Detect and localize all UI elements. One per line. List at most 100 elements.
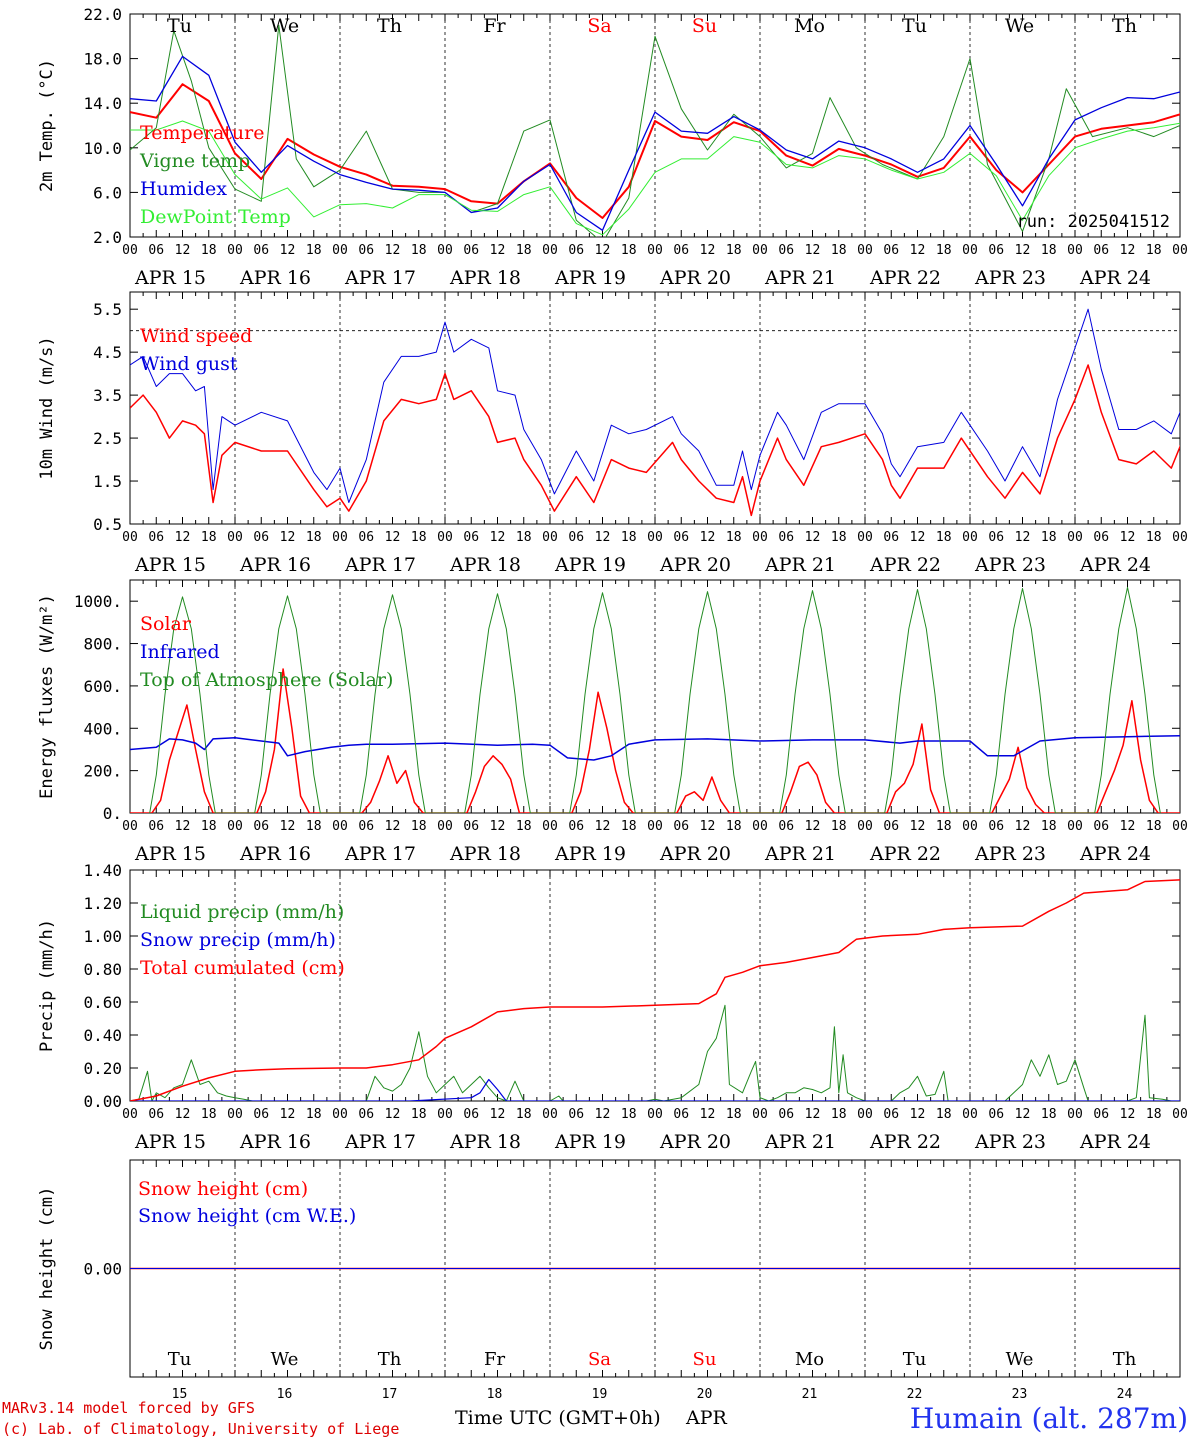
hour-tick-label: 18 — [726, 243, 742, 258]
hour-tick-label: 12 — [385, 1107, 401, 1122]
station-label: Humain (alt. 287m) — [910, 1402, 1188, 1435]
hour-tick-label: 18 — [936, 819, 952, 834]
hour-tick-label: 12 — [385, 243, 401, 258]
series-group — [130, 24, 1180, 237]
hour-tick-label: 18 — [411, 243, 427, 258]
hour-tick-label: 18 — [1041, 1107, 1057, 1122]
hour-tick-label: 00 — [752, 819, 768, 834]
hour-tick-label: 12 — [490, 819, 506, 834]
hour-tick-label: 06 — [253, 530, 269, 545]
date-label: APR 18 — [449, 554, 521, 576]
hour-tick-label: 18 — [831, 530, 847, 545]
hour-tick-label: 12 — [595, 243, 611, 258]
hour-tick-label: 12 — [805, 243, 821, 258]
y-tick-label: 0.20 — [83, 1059, 122, 1078]
day-name-label: We — [270, 15, 299, 37]
hour-tick-label: 00 — [542, 243, 558, 258]
hour-tick-label: 06 — [673, 819, 689, 834]
hour-tick-label: 12 — [910, 1107, 926, 1122]
hour-tick-label: 00 — [1172, 243, 1188, 258]
hour-tick-label: 06 — [988, 1107, 1004, 1122]
date-label: APR 19 — [554, 843, 626, 865]
legend-entry: DewPoint Temp — [140, 206, 291, 228]
hour-tick-label: 06 — [568, 819, 584, 834]
date-label: APR 24 — [1079, 1131, 1151, 1153]
series-group — [130, 308, 1180, 517]
series-line-top-of-atmosphere-solar — [149, 586, 1161, 813]
y-tick-label: 1000. — [74, 592, 122, 611]
hour-tick-label: 00 — [437, 1107, 453, 1122]
series-group — [130, 586, 1180, 813]
day-number-label: 18 — [487, 1387, 503, 1402]
hour-tick-label: 18 — [516, 530, 532, 545]
date-label: APR 16 — [239, 267, 311, 289]
day-name-label: Th — [377, 15, 402, 37]
y-tick-label: 5.5 — [93, 300, 122, 319]
legend-entry: Snow height (cm) — [138, 1178, 308, 1200]
hour-tick-label: 06 — [883, 530, 899, 545]
day-name-label: Sa — [587, 15, 611, 37]
y-tick-label: 0.40 — [83, 1026, 122, 1045]
day-number-label: 15 — [172, 1387, 188, 1402]
hour-tick-label: 18 — [831, 1107, 847, 1122]
date-label: APR 24 — [1079, 843, 1151, 865]
y-tick-label: 1.20 — [83, 894, 122, 913]
hour-tick-label: 18 — [1146, 819, 1162, 834]
hour-tick-label: 00 — [122, 530, 138, 545]
date-label: APR 22 — [869, 554, 941, 576]
hour-tick-label: 06 — [463, 243, 479, 258]
day-number-label: 21 — [802, 1387, 818, 1402]
date-label: APR 20 — [659, 843, 731, 865]
hour-tick-label: 00 — [122, 819, 138, 834]
hour-tick-label: 12 — [280, 243, 296, 258]
date-label: APR 16 — [239, 554, 311, 576]
hour-tick-label: 00 — [542, 1107, 558, 1122]
hour-tick-label: 18 — [306, 819, 322, 834]
hour-tick-label: 00 — [647, 1107, 663, 1122]
legend-entry: Vigne temp — [139, 150, 250, 172]
y-tick-label: 10.0 — [83, 139, 122, 158]
hour-tick-label: 06 — [253, 243, 269, 258]
hour-tick-label: 12 — [175, 243, 191, 258]
day-name-label: Fr — [484, 1349, 505, 1370]
hour-tick-label: 00 — [752, 1107, 768, 1122]
day-number-label: 19 — [592, 1387, 608, 1402]
day-number-label: 24 — [1117, 1387, 1133, 1402]
day-name-label: Su — [693, 1349, 717, 1370]
panel-5: 0.00 Snow height (cm) Snow height (cm) Snow… — [37, 1159, 1181, 1402]
hour-tick-label: 06 — [778, 243, 794, 258]
date-label: APR 15 — [134, 843, 206, 865]
day-name-label: We — [271, 1349, 299, 1370]
day-name-label: Sa — [588, 1349, 611, 1370]
hour-tick-label: 06 — [673, 1107, 689, 1122]
hour-tick-label: 06 — [148, 530, 164, 545]
date-label: APR 22 — [869, 267, 941, 289]
hour-tick-label: 18 — [1041, 530, 1057, 545]
date-label: APR 17 — [344, 554, 416, 576]
y-axis-label: Precip (mm/h) — [37, 919, 57, 1052]
hour-tick-label: 18 — [306, 1107, 322, 1122]
date-label: APR 18 — [449, 1131, 521, 1153]
hour-tick-label: 06 — [148, 243, 164, 258]
y-tick-label: 0.60 — [83, 993, 122, 1012]
hour-tick-label: 12 — [280, 530, 296, 545]
hour-tick-label: 06 — [778, 1107, 794, 1122]
panel-2: 00 06 12 18 00 06 12 18 00 06 12 18 00 06 12 18 00 06 12 18… — [37, 291, 1188, 576]
hour-tick-label: 00 — [227, 530, 243, 545]
hour-tick-label: 06 — [988, 530, 1004, 545]
hour-tick-label: 12 — [910, 243, 926, 258]
footer: MARv3.14 model forced by GFS (c) Lab. of… — [2, 1399, 1188, 1438]
hour-tick-label: 00 — [1172, 1107, 1188, 1122]
date-label: APR 17 — [344, 843, 416, 865]
hour-tick-label: 18 — [621, 530, 637, 545]
hour-tick-label: 00 — [647, 530, 663, 545]
date-label: APR 19 — [554, 554, 626, 576]
hour-tick-label: 06 — [883, 819, 899, 834]
hour-tick-label: 00 — [332, 819, 348, 834]
y-axis-label: 10m Wind (m/s) — [37, 336, 57, 479]
hour-tick-label: 18 — [516, 243, 532, 258]
legend-entry: Wind speed — [140, 325, 252, 347]
date-label: APR 23 — [974, 554, 1046, 576]
date-label: APR 19 — [554, 1131, 626, 1153]
